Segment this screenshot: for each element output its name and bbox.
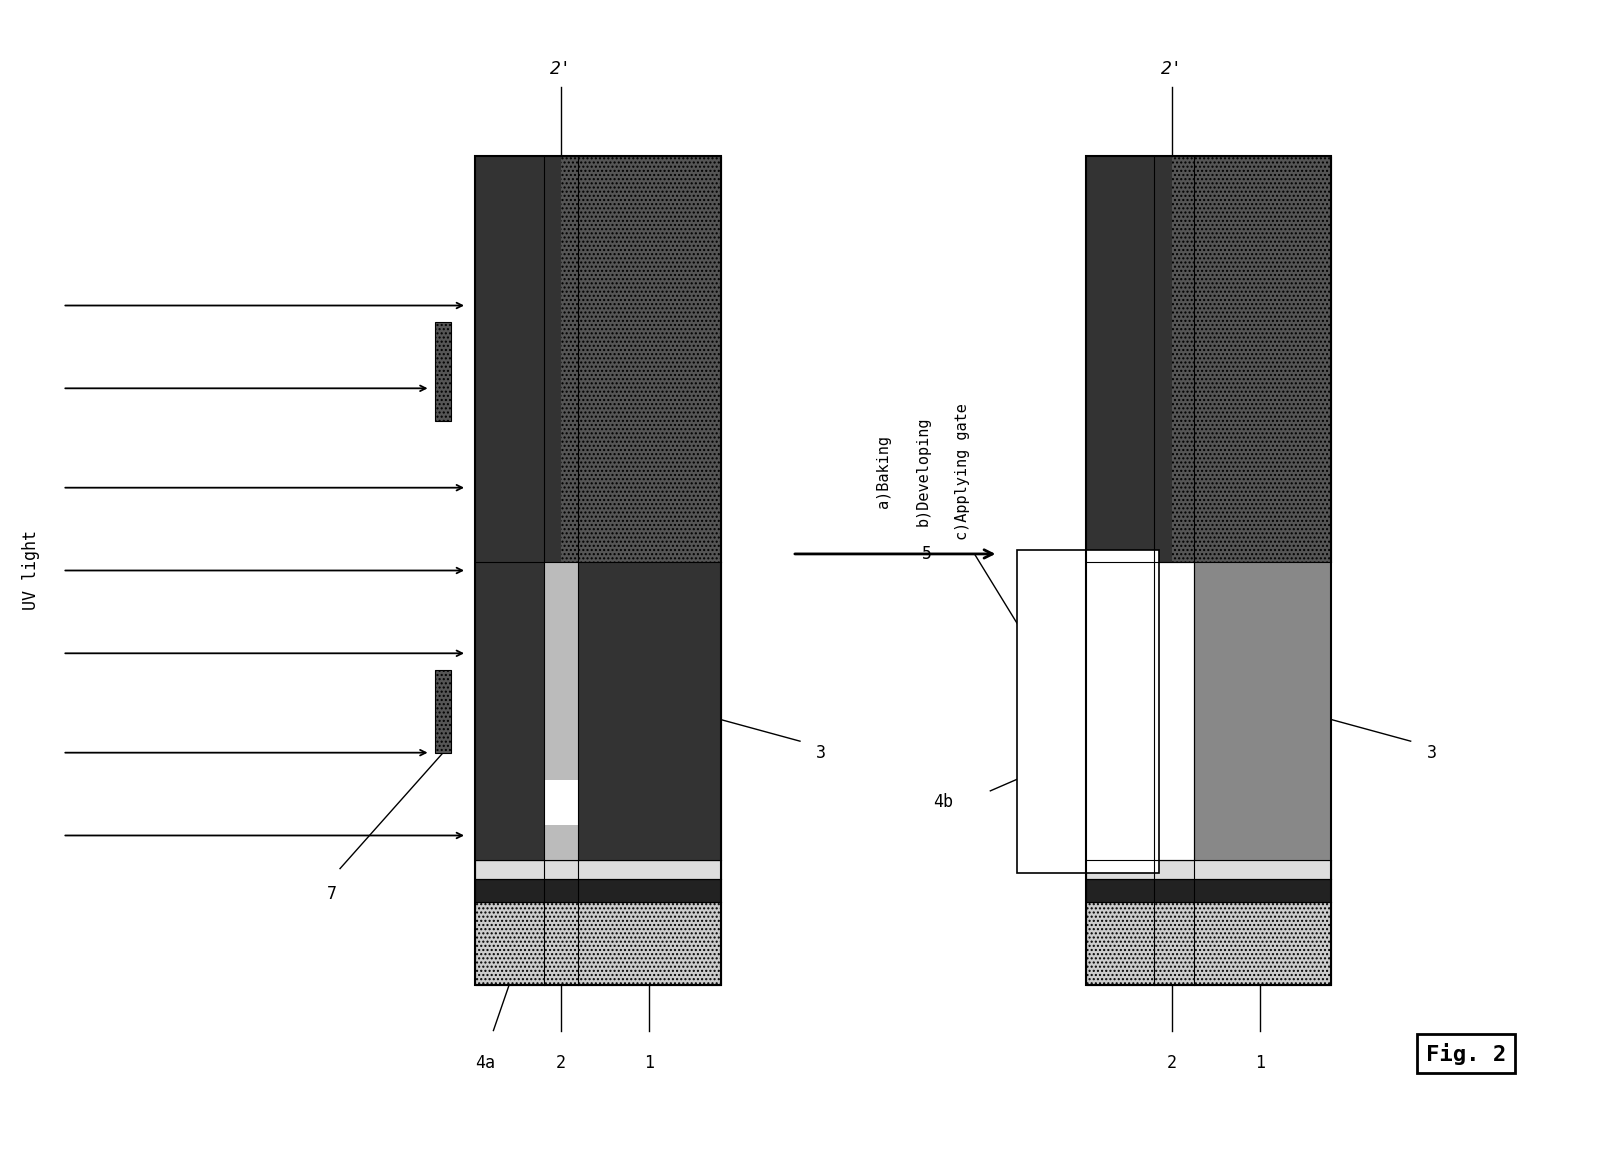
Bar xyxy=(475,562,720,860)
Text: b)Developing: b)Developing xyxy=(915,417,931,526)
Bar xyxy=(1085,860,1331,879)
Bar xyxy=(475,156,720,985)
Bar xyxy=(1085,562,1154,860)
Bar xyxy=(435,669,451,753)
Text: 1: 1 xyxy=(1254,1053,1266,1072)
Text: 4b: 4b xyxy=(933,794,952,811)
Text: 2: 2 xyxy=(555,1053,566,1072)
Text: 7: 7 xyxy=(326,885,338,903)
Bar xyxy=(475,562,544,860)
Bar xyxy=(578,562,720,860)
Bar xyxy=(435,322,451,421)
Text: UV light: UV light xyxy=(22,531,40,610)
Text: Fig. 2: Fig. 2 xyxy=(1426,1043,1506,1065)
Bar xyxy=(1154,562,1194,860)
Bar xyxy=(475,156,562,562)
Text: 2': 2' xyxy=(550,61,571,78)
Bar xyxy=(1016,549,1160,873)
Bar xyxy=(544,780,578,824)
Bar xyxy=(1194,562,1331,860)
Bar xyxy=(475,879,720,902)
Text: c)Applying gate: c)Applying gate xyxy=(955,403,971,540)
Bar xyxy=(1085,156,1171,562)
Text: 5: 5 xyxy=(922,545,931,563)
Text: 1: 1 xyxy=(645,1053,654,1072)
Text: 3: 3 xyxy=(1427,744,1437,761)
Text: 2: 2 xyxy=(1166,1053,1176,1072)
Bar xyxy=(544,562,578,860)
Bar xyxy=(475,860,720,879)
Bar xyxy=(1085,156,1331,562)
Bar xyxy=(1085,156,1331,985)
Text: 2': 2' xyxy=(1160,61,1182,78)
Text: a)Baking: a)Baking xyxy=(877,434,891,508)
Bar xyxy=(1085,879,1331,902)
Bar xyxy=(1085,902,1331,985)
Text: 3: 3 xyxy=(816,744,826,761)
Bar xyxy=(475,156,720,562)
Text: 4a: 4a xyxy=(475,1053,496,1072)
Bar xyxy=(475,902,720,985)
